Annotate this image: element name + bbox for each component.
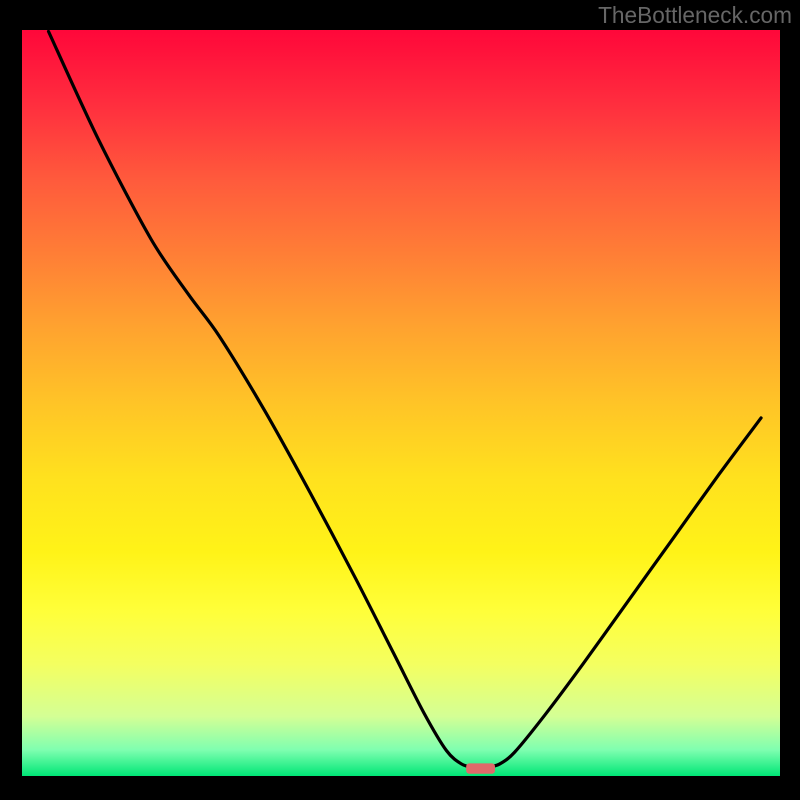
bottleneck-chart — [0, 0, 800, 800]
chart-frame: TheBottleneck.com — [0, 0, 800, 800]
optimum-marker — [466, 763, 495, 773]
plot-background-gradient — [22, 30, 780, 776]
